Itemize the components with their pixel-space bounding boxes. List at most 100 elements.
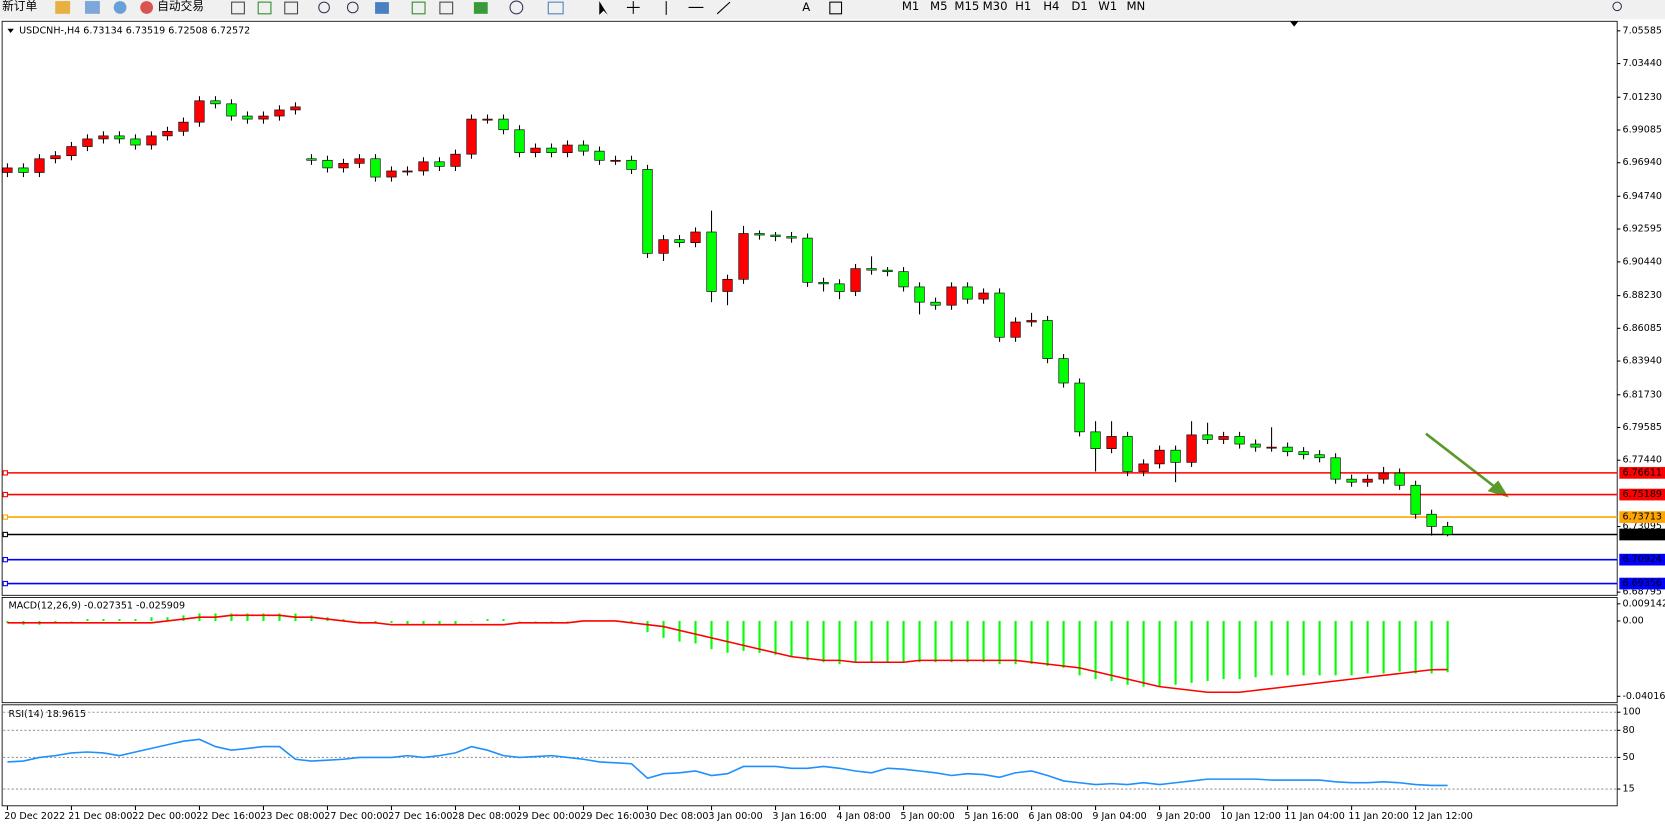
candle-body (1298, 451, 1309, 456)
candle-body (850, 268, 861, 292)
candle-body (1122, 436, 1133, 472)
x-tick-label: 9 Jan 20:00 (1156, 811, 1210, 822)
macd-pane (1, 597, 1618, 704)
text-tool[interactable]: A (802, 0, 810, 14)
candle-body (338, 163, 349, 169)
candle-body (1042, 320, 1053, 359)
y-tick-label: 6.96940 (1622, 157, 1661, 168)
icon[interactable] (509, 0, 524, 15)
level-box (1619, 528, 1665, 541)
timeframe-button[interactable]: H4 (1043, 0, 1059, 13)
x-tick-label: 5 Jan 16:00 (964, 811, 1018, 822)
level-box (1619, 577, 1665, 590)
macd-bar (1014, 620, 1017, 665)
new-order-button[interactable]: 新订单 (2, 0, 37, 13)
macd-bar (1158, 620, 1161, 687)
level-box (1619, 511, 1665, 523)
candle-body (610, 159, 621, 162)
timeframe-button[interactable]: M1 (902, 0, 920, 13)
macd-bar (998, 620, 1001, 665)
timeframe-button[interactable]: M30 (983, 0, 1008, 13)
icon[interactable] (547, 1, 564, 15)
icon[interactable] (473, 2, 488, 14)
candle-body (242, 115, 253, 120)
y-tick-label: 6.83940 (1622, 356, 1661, 367)
level-box (1619, 488, 1665, 501)
macd-bar (134, 619, 137, 621)
level-handle (2, 491, 8, 498)
timeframe-button[interactable]: H1 (1015, 0, 1031, 13)
candle-body (626, 159, 637, 170)
crosshair-tool[interactable] (626, 1, 640, 14)
timeframe-button[interactable]: M5 (930, 0, 948, 13)
candle-body (370, 158, 381, 178)
icon[interactable] (257, 1, 272, 15)
y-tick-label: 6.77440 (1622, 455, 1661, 466)
icon[interactable] (85, 1, 100, 14)
icon[interactable] (346, 1, 359, 14)
icon[interactable] (375, 2, 389, 14)
label-tool[interactable] (829, 1, 843, 15)
timeframe-button[interactable]: M15 (954, 0, 979, 13)
x-tick-label: 23 Dec 08:00 (260, 811, 324, 822)
candle-body (1010, 321, 1021, 338)
candle-body (882, 269, 893, 272)
macd-bar (102, 619, 105, 621)
x-tick-label: 11 Jan 20:00 (1348, 811, 1408, 822)
candle-body (2, 167, 13, 173)
icon[interactable] (284, 1, 299, 15)
candle-body (1394, 472, 1405, 486)
y-tick-label: 6.73095 (1622, 521, 1661, 532)
macd-bar (166, 617, 169, 621)
icon[interactable] (231, 1, 245, 15)
search[interactable] (1612, 1, 1622, 12)
x-tick-label: 20 Dec 2022 (4, 811, 65, 822)
macd-bar (406, 620, 409, 625)
candle-body (194, 100, 205, 123)
macd-bar (774, 620, 777, 655)
candle-body (994, 292, 1005, 338)
icon[interactable] (55, 1, 71, 14)
macd-bar (422, 620, 425, 625)
icon[interactable] (113, 1, 127, 14)
x-tick-label: 29 Dec 16:00 (580, 811, 644, 822)
icon[interactable] (439, 1, 454, 15)
toolbar (0, 0, 1665, 20)
macd-bar (342, 619, 345, 621)
candle-body (562, 144, 573, 153)
timeframe-button[interactable]: D1 (1071, 0, 1087, 13)
x-tick-label: 4 Jan 08:00 (836, 811, 890, 822)
y-tick-label: 80 (1622, 725, 1634, 736)
candle-body (786, 236, 797, 239)
candle-body (210, 100, 221, 105)
macd-bar (822, 620, 825, 663)
icon[interactable] (318, 1, 330, 14)
line-tools[interactable] (665, 1, 731, 15)
level-label: 6.72572 (1622, 529, 1661, 540)
macd-bar (1414, 620, 1417, 674)
y-tick-label: 6.86085 (1622, 323, 1661, 334)
timeframe-button[interactable]: MN (1126, 0, 1145, 13)
macd-bar (1270, 620, 1273, 676)
icon[interactable] (411, 1, 426, 15)
symbol-menu[interactable] (7, 28, 14, 33)
macd-bar (1206, 620, 1209, 681)
auto-trading-button[interactable]: 自动交易 (157, 0, 204, 13)
macd-title: MACD(12,26,9) -0.027351 -0.025909 (9, 600, 186, 611)
macd-bar (550, 620, 553, 622)
candle-body (1250, 443, 1261, 448)
icon[interactable] (140, 1, 154, 14)
annotation-arrow (1425, 432, 1509, 498)
level-label: 6.69356 (1622, 578, 1661, 589)
x-tick-label: 22 Dec 16:00 (196, 811, 260, 822)
candle-body (450, 153, 461, 167)
macd-bar (838, 620, 841, 665)
candle-body (82, 138, 93, 147)
x-tick-label: 21 Dec 08:00 (68, 811, 132, 822)
timeframe-button[interactable]: W1 (1098, 0, 1117, 13)
timeframes: M1 M5 M15 M30 H1 H4 D1 W1 MN (902, 0, 1145, 13)
macd-bar (70, 620, 73, 622)
y-tick-label: 50 (1622, 752, 1634, 763)
macd-bar (1318, 620, 1321, 676)
